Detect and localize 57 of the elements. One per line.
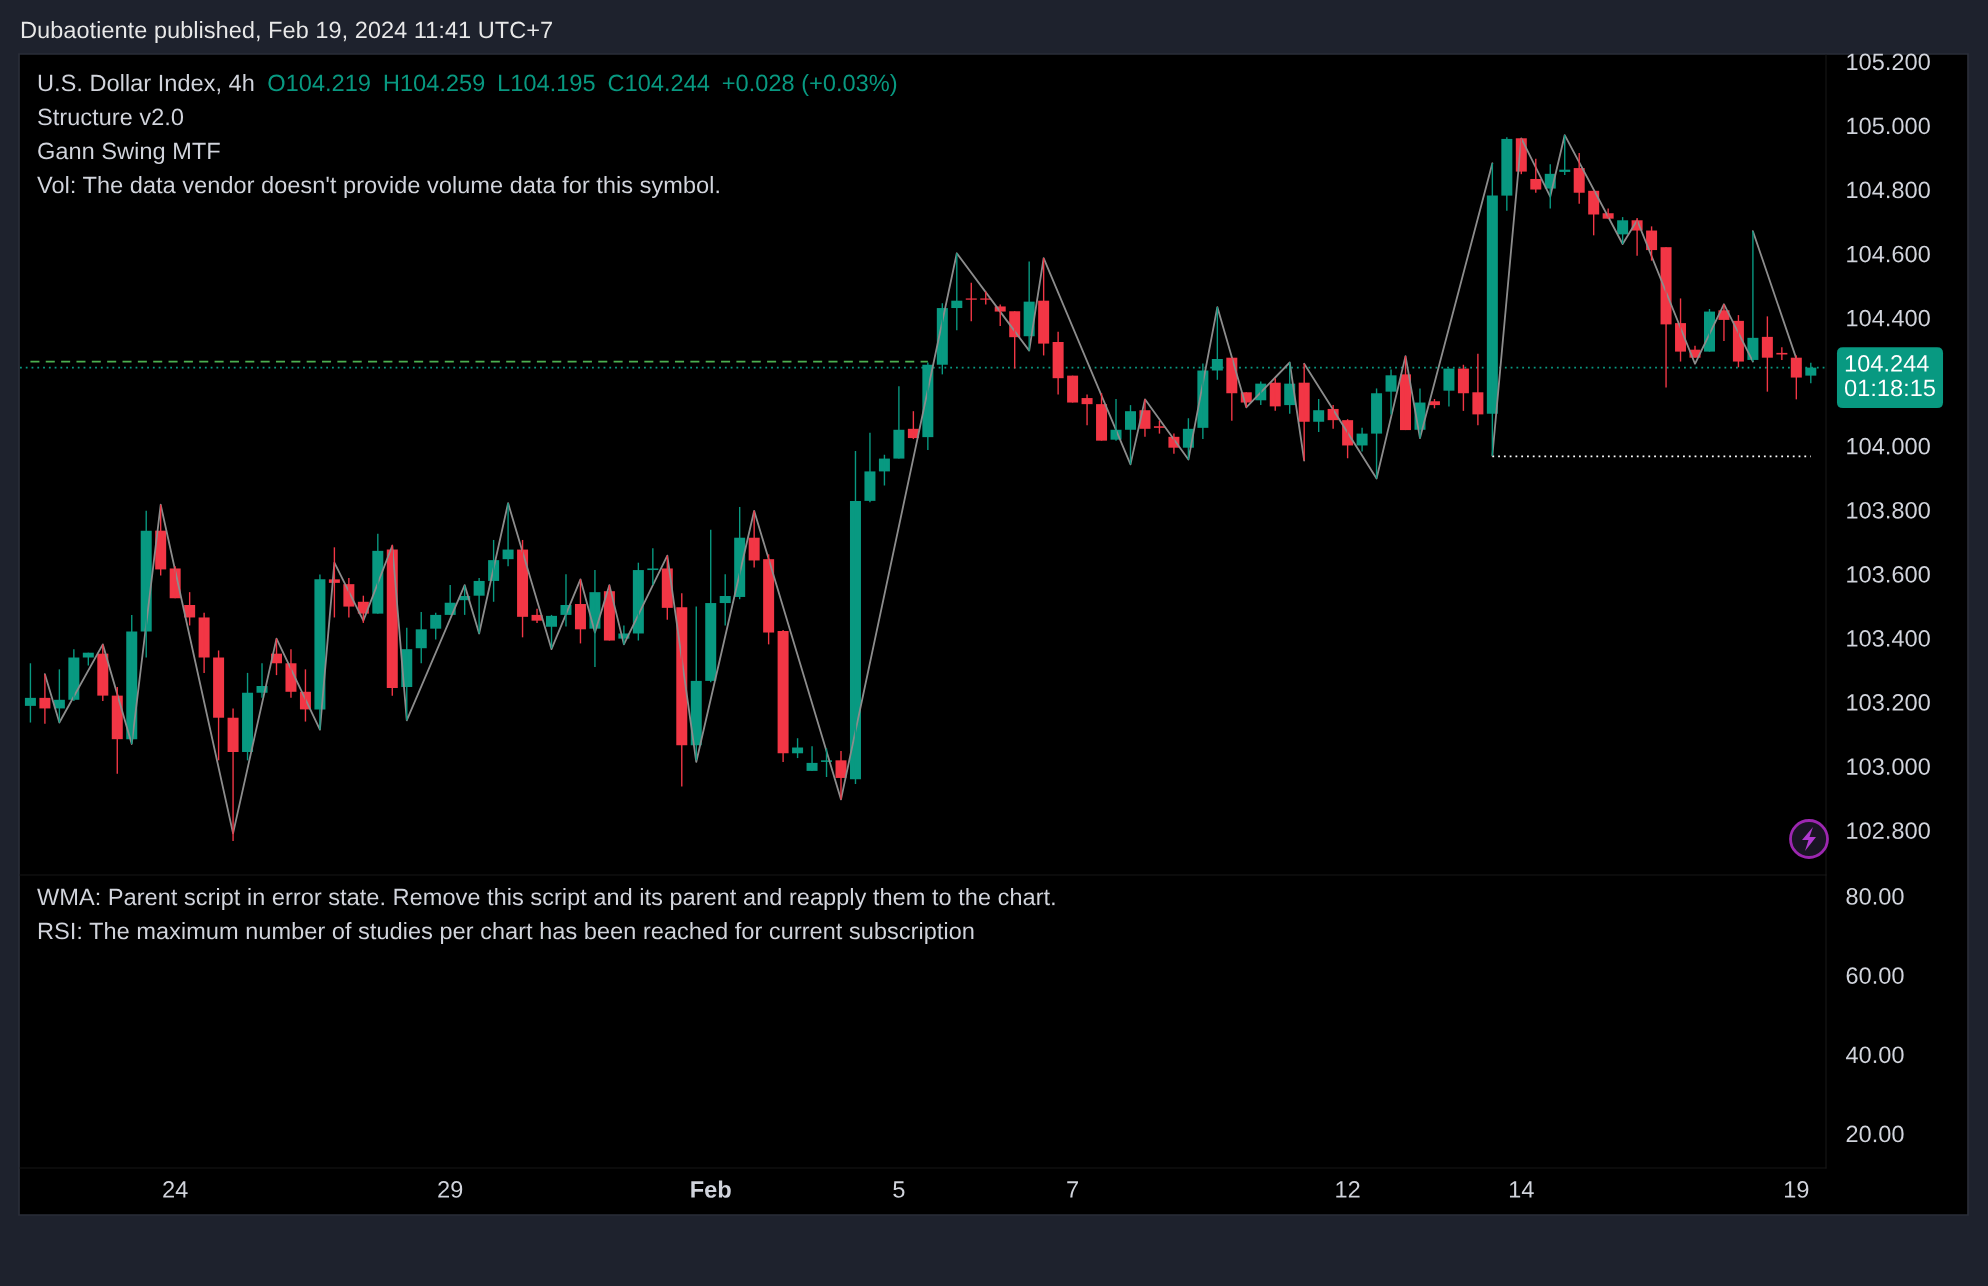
annotation: C104.244 xyxy=(608,74,710,92)
candlestick xyxy=(1038,257,1050,357)
annotation: H104.259 xyxy=(384,74,485,92)
annotation: Structure v2.0 xyxy=(38,108,184,126)
candlestick xyxy=(719,573,731,627)
y-tick-label: 104.800 xyxy=(1847,181,1930,199)
candlestick xyxy=(1530,158,1542,194)
candlestick xyxy=(1096,392,1108,442)
candlestick xyxy=(1313,398,1325,433)
y-tick-label: 80.00 xyxy=(1846,888,1904,905)
y-tick-label: 102.800 xyxy=(1847,822,1930,839)
y-tick-label: 20.00 xyxy=(1846,1125,1904,1143)
annotation: Gann Swing MTF xyxy=(38,142,220,165)
annotation: +0.028 (+0.03%) xyxy=(722,74,897,96)
y-tick-label: 105.200 xyxy=(1847,53,1930,71)
x-tick-label: 19 xyxy=(1785,1181,1809,1198)
x-tick-label: 14 xyxy=(1509,1181,1534,1198)
y-tick-label: 60.00 xyxy=(1846,967,1904,984)
x-tick-label: 24 xyxy=(163,1181,188,1198)
candlestick xyxy=(430,611,442,641)
candlestick xyxy=(213,649,225,762)
y-tick-label: 104.400 xyxy=(1847,309,1930,327)
text: Dubaotiente published, Feb 19, 2024 11:41 UTC+7 xyxy=(21,21,552,43)
candlestick xyxy=(1371,387,1383,480)
y-tick-label: 103.400 xyxy=(1847,630,1930,647)
candlestick xyxy=(574,578,586,645)
y-tick-label: 103.000 xyxy=(1847,758,1930,775)
candlestick xyxy=(1761,315,1773,393)
candlestick xyxy=(705,529,717,683)
candlestick xyxy=(1124,404,1136,466)
candlestick xyxy=(546,614,558,649)
candlestick xyxy=(965,282,977,322)
x-tick-label: 5 xyxy=(893,1181,905,1198)
line-series xyxy=(1303,162,1494,480)
candlestick xyxy=(1790,354,1802,401)
candlestick xyxy=(647,547,659,586)
x-tick-label: 29 xyxy=(438,1181,463,1198)
annotation: O104.219 xyxy=(268,74,370,92)
y-tick-label: 103.800 xyxy=(1847,501,1930,519)
annotation: L104.195 xyxy=(499,74,595,92)
y-tick-label: 104.000 xyxy=(1847,437,1930,455)
y-tick-label: 40.00 xyxy=(1845,1046,1904,1064)
text: U.S. Dollar Index, 4h xyxy=(38,74,254,95)
x-tick-label: 12 xyxy=(1336,1181,1360,1198)
ref-line-label: 104.244 01:18:15 xyxy=(1844,355,1935,397)
candlestick xyxy=(415,611,427,664)
y-tick-label: 105.000 xyxy=(1847,117,1930,135)
annotation: Vol: The data vendor doesn't provide volume data for this symbol. xyxy=(37,176,719,198)
x-tick-label: 7 xyxy=(1067,1181,1078,1198)
y-tick-label: 103.600 xyxy=(1847,565,1930,583)
annotation: RSI: The maximum number of studies per chart has been reached for current subscription xyxy=(38,921,974,945)
candlestick xyxy=(1067,374,1079,404)
x-tick-label: Feb xyxy=(691,1180,731,1198)
y-tick-label: 103.200 xyxy=(1847,694,1930,711)
y-tick-label: 104.600 xyxy=(1847,245,1930,263)
annotation: WMA: Parent script in error state. Remove this script and its parent and reapply them to the chart. xyxy=(37,887,1055,911)
candlestick xyxy=(24,662,36,724)
